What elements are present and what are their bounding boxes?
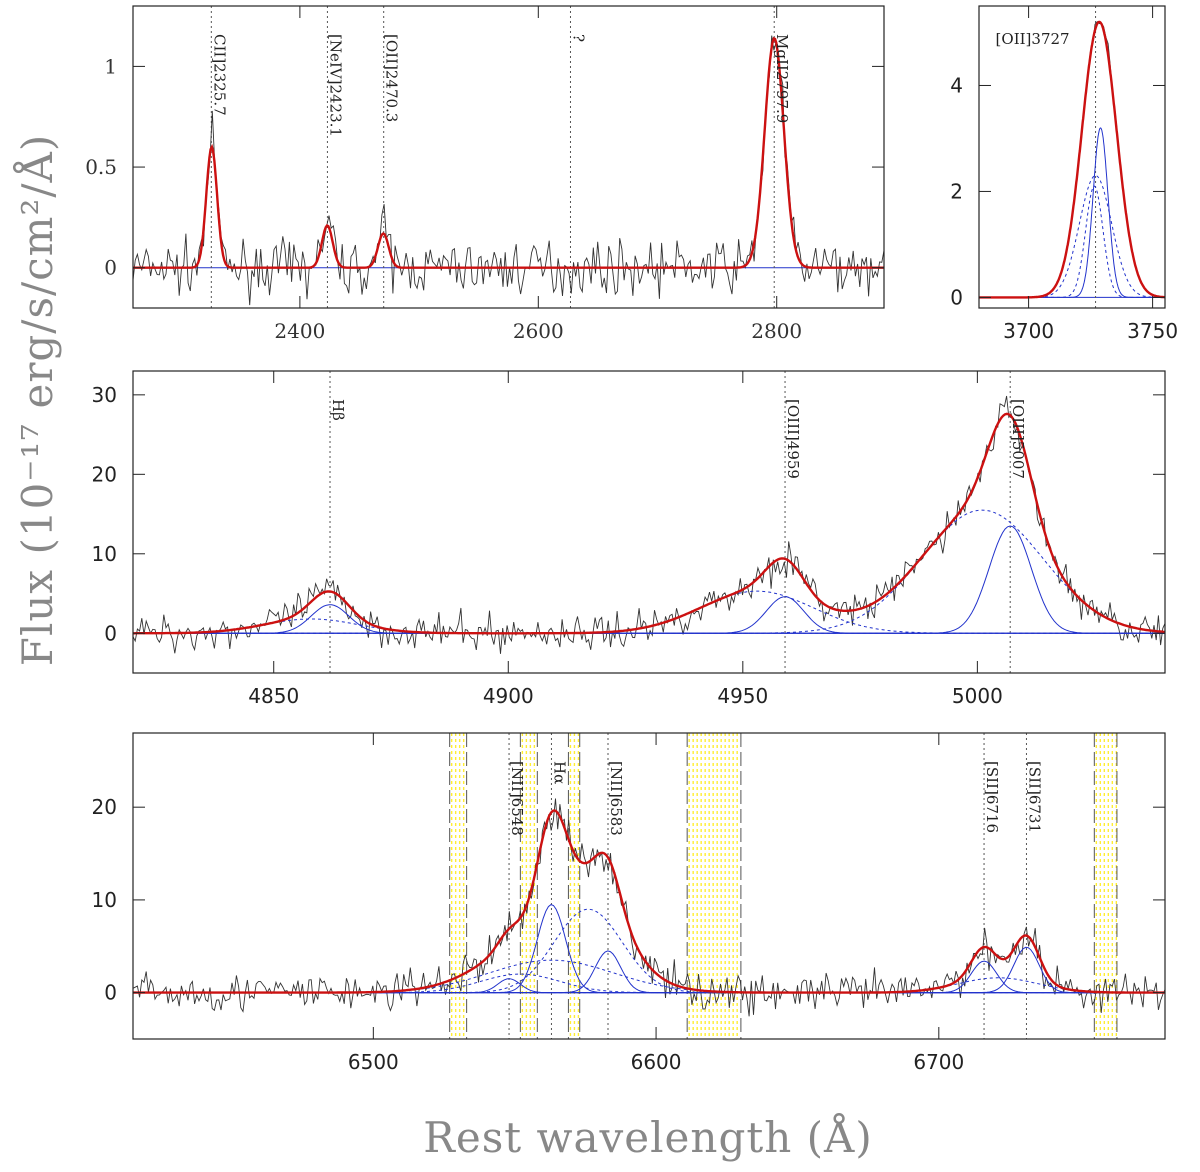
plot-area — [133, 6, 884, 308]
total-fit-curve — [133, 36, 884, 269]
plot-area — [133, 371, 1165, 673]
observed-spectrum — [133, 395, 1165, 654]
line-label: Hα — [550, 761, 568, 784]
y-tick-label: 0.5 — [85, 155, 117, 179]
y-tick-label: 0 — [104, 981, 117, 1005]
x-tick-label: 6700 — [913, 1050, 964, 1074]
panels: CII]2325.7 [NeIV]2423.1 [OII]2470.3? MgII27… — [85, 5, 1178, 1074]
total-fit-curve — [133, 809, 1165, 994]
y-tick-label: 0 — [950, 285, 963, 309]
observed-spectrum — [133, 798, 1165, 1017]
fit-component — [133, 978, 1165, 994]
line-label: [OII]2470.3 — [383, 34, 401, 122]
fit-component — [133, 908, 1165, 994]
x-tick-label: 6500 — [348, 1050, 399, 1074]
fit-component — [133, 977, 1165, 994]
line-label: [SII]6731 — [1025, 761, 1043, 833]
masked-region — [567, 733, 581, 1039]
x-tick-label: 3700 — [1003, 319, 1054, 343]
line-label: Hβ — [329, 399, 347, 421]
line-label: [NII]6548 — [508, 761, 526, 836]
masked-region — [1093, 733, 1118, 1039]
panel-frame — [978, 5, 1166, 309]
x-tick-label: 2800 — [751, 319, 802, 343]
plot-area — [979, 6, 1165, 308]
panel-oii: [OII]3727 3700 3750 0 2 4 — [950, 5, 1178, 343]
observed-spectrum — [979, 20, 1165, 298]
total-fit-curve — [979, 20, 1165, 299]
x-axis-label: Rest wavelength (Å) — [423, 1112, 872, 1162]
x-tick-label: 3750 — [1127, 319, 1178, 343]
fit-component — [133, 959, 1165, 994]
line-label: MgII2797.9 — [773, 34, 791, 123]
plot-area — [133, 733, 1165, 1039]
y-tick-label: 10 — [92, 888, 117, 912]
x-tick-label: 5000 — [952, 684, 1003, 708]
total-fit-curve — [133, 412, 1165, 635]
y-tick-label: 2 — [950, 179, 963, 203]
panel-frame — [132, 732, 1166, 1040]
fit-component — [979, 174, 1165, 298]
y-tick-label: 0 — [104, 621, 117, 645]
fit-component — [979, 185, 1165, 298]
fit-component — [133, 509, 1165, 634]
line-label: CII]2325.7 — [210, 34, 228, 116]
observed-spectrum — [133, 35, 884, 306]
line-label: [OII]3727 — [996, 30, 1070, 48]
line-label: ? — [569, 34, 587, 42]
x-tick-label: 2400 — [274, 319, 325, 343]
line-label: [OIII]5007 — [1009, 399, 1027, 479]
y-tick-label: 20 — [92, 462, 117, 486]
line-label: [NeIV]2423.1 — [326, 34, 344, 137]
y-tick-label: 20 — [92, 795, 117, 819]
x-tick-label: 4850 — [248, 684, 299, 708]
x-tick-label: 4900 — [483, 684, 534, 708]
y-tick-label: 10 — [92, 542, 117, 566]
y-tick-label: 30 — [92, 383, 117, 407]
panel-frame — [132, 5, 885, 309]
x-tick-label: 2600 — [513, 319, 564, 343]
line-label: [NII]6583 — [607, 761, 625, 836]
y-tick-label: 0 — [104, 256, 117, 280]
y-tick-label: 1 — [104, 54, 117, 78]
panel-hb_oiii: Hβ [OIII]4959 [OIII]5007 4850 4900 4950 5000 0 1… — [92, 370, 1166, 708]
y-tick-label: 4 — [950, 73, 963, 97]
x-tick-label: 4950 — [717, 684, 768, 708]
masked-region — [519, 733, 538, 1039]
line-label: [SII]6716 — [983, 761, 1001, 833]
line-label: [OIII]4959 — [784, 399, 802, 479]
x-tick-label: 6600 — [631, 1050, 682, 1074]
y-axis-label: Flux (10⁻¹⁷ erg/s/cm²/Å) — [12, 134, 62, 666]
panel-frame — [132, 370, 1166, 674]
fit-component — [133, 904, 1165, 994]
panel-uv: CII]2325.7 [NeIV]2423.1 [OII]2470.3? MgII27… — [85, 5, 885, 343]
panel-ha_nii_sii: [NII]6548 Hα [NII]6583 [SII]6716 [SII]6731 65… — [92, 732, 1166, 1074]
masked-region — [449, 733, 468, 1039]
